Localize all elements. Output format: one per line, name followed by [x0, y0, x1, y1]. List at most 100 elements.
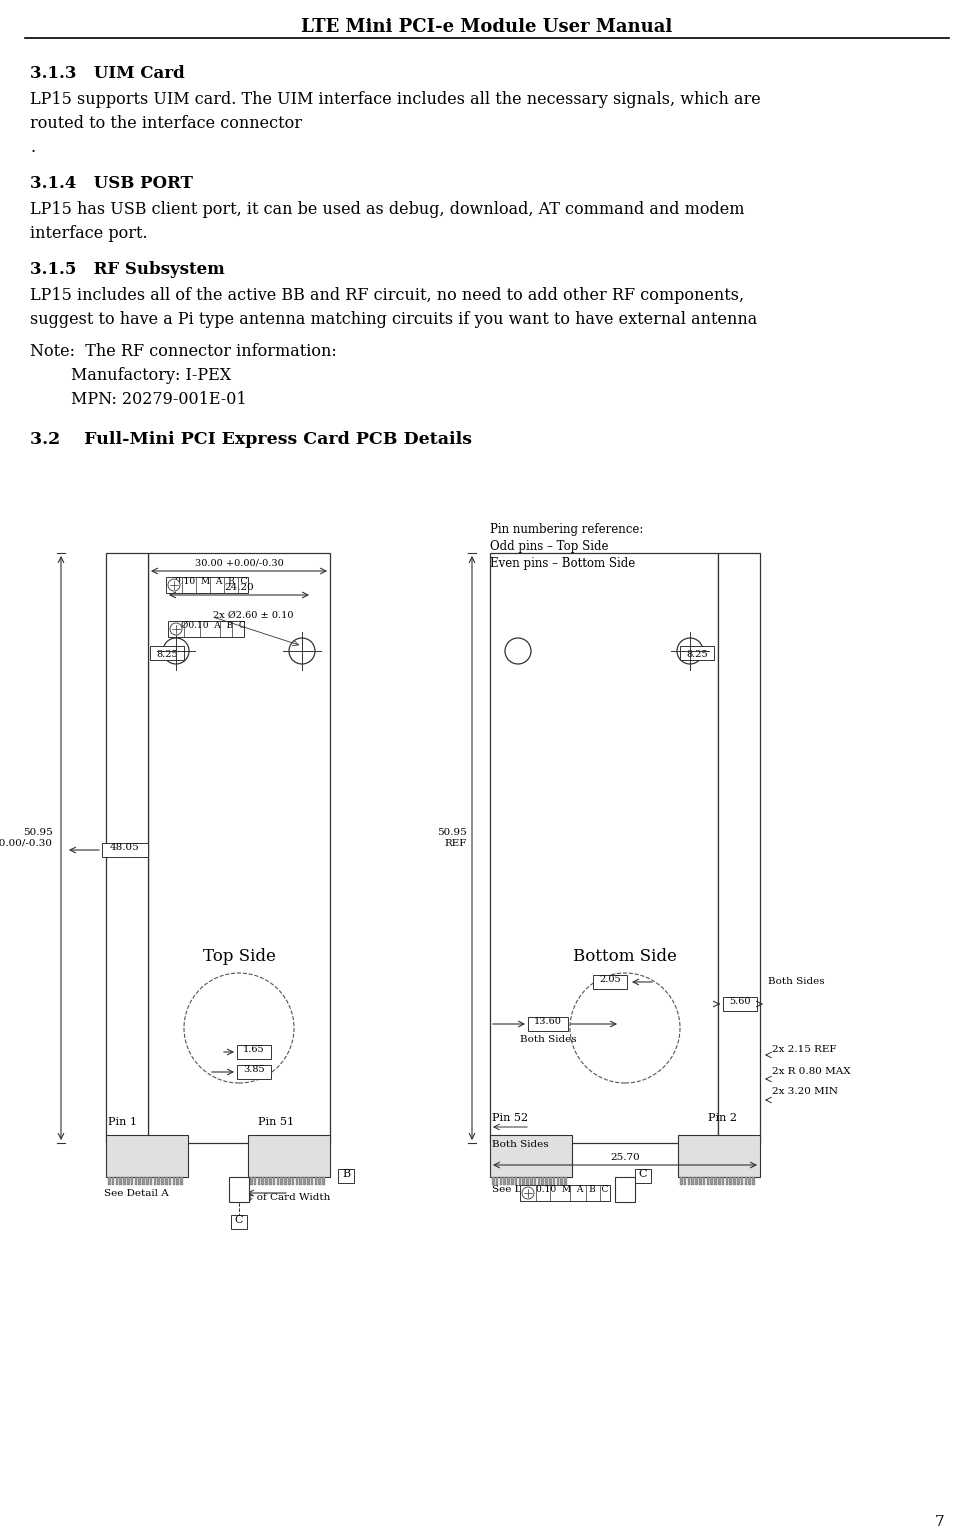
Bar: [281, 1177, 282, 1185]
Bar: [490, 1134, 572, 1177]
Text: Both Sides: Both Sides: [768, 977, 825, 986]
Text: 2.05: 2.05: [599, 975, 620, 984]
Text: LP15 supports UIM card. The UIM interface includes all the necessary signals, wh: LP15 supports UIM card. The UIM interfac…: [30, 90, 761, 107]
Text: 2x 2.15 REF: 2x 2.15 REF: [772, 1046, 837, 1055]
Text: Note:  The RF connector information:: Note: The RF connector information:: [30, 343, 337, 360]
Text: C: C: [235, 1216, 244, 1225]
Bar: [635, 1170, 651, 1183]
Text: 1.65: 1.65: [244, 1046, 265, 1055]
Bar: [528, 1016, 568, 1032]
Bar: [678, 1134, 760, 1177]
Bar: [710, 1177, 713, 1185]
Bar: [564, 1177, 567, 1185]
Bar: [718, 1177, 721, 1185]
Text: Both Sides: Both Sides: [492, 1141, 548, 1150]
Bar: [492, 1177, 495, 1185]
Text: 24.20: 24.20: [224, 583, 254, 592]
Bar: [695, 1177, 697, 1185]
Text: Even pins – Bottom Side: Even pins – Bottom Side: [490, 556, 635, 570]
Bar: [545, 1177, 547, 1185]
Text: 3.85: 3.85: [244, 1065, 265, 1075]
Text: 7: 7: [934, 1515, 944, 1528]
Text: LP15 includes all of the active BB and RF circuit, no need to add other RF compo: LP15 includes all of the active BB and R…: [30, 287, 744, 304]
Bar: [154, 1177, 156, 1185]
Circle shape: [168, 579, 180, 592]
Bar: [520, 1185, 610, 1200]
Bar: [265, 1177, 268, 1185]
Bar: [303, 1177, 306, 1185]
Bar: [158, 1177, 160, 1185]
Bar: [500, 1177, 503, 1185]
Bar: [322, 1177, 324, 1185]
Bar: [150, 645, 184, 661]
Bar: [504, 1177, 506, 1185]
Bar: [518, 1177, 521, 1185]
Bar: [307, 1177, 310, 1185]
Bar: [112, 1177, 114, 1185]
Bar: [723, 996, 757, 1010]
Bar: [180, 1177, 183, 1185]
Bar: [692, 1177, 693, 1185]
Bar: [250, 1177, 252, 1185]
Bar: [108, 1177, 110, 1185]
Bar: [315, 1177, 318, 1185]
Bar: [261, 1177, 264, 1185]
Bar: [553, 1177, 555, 1185]
Text: Ø0.10  A  B  C: Ø0.10 A B C: [180, 621, 245, 630]
Bar: [165, 1177, 168, 1185]
Text: .: .: [30, 140, 35, 156]
Circle shape: [505, 638, 531, 664]
Text: Top Side: Top Side: [203, 947, 276, 964]
Bar: [162, 1177, 164, 1185]
Text: 8.25: 8.25: [687, 650, 708, 659]
Text: 13.60: 13.60: [534, 1016, 562, 1026]
Bar: [684, 1177, 687, 1185]
Text: 3.1.3   UIM Card: 3.1.3 UIM Card: [30, 64, 185, 81]
Text: 48.05: 48.05: [110, 843, 140, 852]
Bar: [106, 1134, 188, 1177]
Bar: [538, 1177, 541, 1185]
Bar: [542, 1177, 543, 1185]
Bar: [273, 1177, 276, 1185]
Bar: [168, 621, 244, 638]
Bar: [299, 1177, 302, 1185]
Text: 3.1.4   USB PORT: 3.1.4 USB PORT: [30, 175, 193, 192]
Text: 3.1.5   RF Subsystem: 3.1.5 RF Subsystem: [30, 261, 225, 277]
Text: 0.10  M  A  B  C: 0.10 M A B C: [536, 1185, 608, 1194]
Bar: [146, 1177, 148, 1185]
Circle shape: [184, 973, 294, 1082]
Text: 25.70: 25.70: [610, 1153, 640, 1162]
Bar: [744, 1177, 747, 1185]
Text: Odd pins – Top Side: Odd pins – Top Side: [490, 540, 609, 553]
Bar: [726, 1177, 729, 1185]
Text: 2x Ø2.60 ± 0.10: 2x Ø2.60 ± 0.10: [213, 612, 293, 619]
Bar: [741, 1177, 743, 1185]
Bar: [237, 1046, 271, 1059]
Text: 5.60: 5.60: [730, 996, 751, 1006]
Bar: [549, 1177, 551, 1185]
Bar: [138, 1177, 141, 1185]
Text: ¢ of Card Width: ¢ of Card Width: [247, 1193, 330, 1202]
Text: C: C: [639, 1170, 648, 1179]
Bar: [131, 1177, 133, 1185]
Text: See Detail A: See Detail A: [104, 1190, 169, 1197]
Bar: [748, 1177, 751, 1185]
Bar: [134, 1177, 137, 1185]
Bar: [172, 1177, 175, 1185]
Bar: [292, 1177, 294, 1185]
Circle shape: [163, 638, 189, 664]
Text: Both Sides: Both Sides: [520, 1035, 577, 1044]
Text: 50.95
+0.00/-0.30: 50.95 +0.00/-0.30: [0, 828, 53, 848]
Circle shape: [170, 622, 182, 635]
Text: 0.10  M  A  B  C: 0.10 M A B C: [174, 576, 247, 586]
Bar: [318, 1177, 320, 1185]
Bar: [142, 1177, 145, 1185]
Bar: [706, 1177, 709, 1185]
Text: LTE Mini PCI-e Module User Manual: LTE Mini PCI-e Module User Manual: [301, 18, 673, 35]
Bar: [338, 1170, 354, 1183]
Text: B: B: [342, 1170, 350, 1179]
Circle shape: [677, 638, 703, 664]
Bar: [733, 1177, 735, 1185]
Bar: [699, 1177, 701, 1185]
Text: Pin numbering reference:: Pin numbering reference:: [490, 523, 644, 537]
